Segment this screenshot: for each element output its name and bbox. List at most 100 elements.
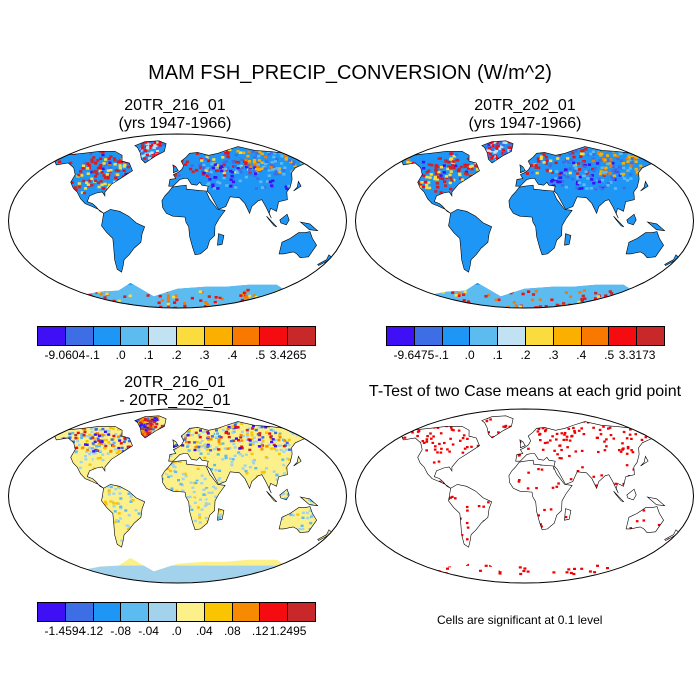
- data-cell: [266, 435, 270, 439]
- data-cell: [275, 449, 279, 452]
- coastline: [640, 180, 649, 192]
- data-cell: [198, 521, 202, 524]
- data-cell: [215, 442, 219, 445]
- significant-cell: [568, 454, 571, 458]
- data-cell: [240, 422, 244, 425]
- data-cell: [422, 166, 426, 170]
- colorbar-swatch: [149, 327, 177, 345]
- data-cell: [279, 466, 283, 469]
- data-cell: [148, 140, 152, 144]
- data-cell: [562, 160, 566, 164]
- data-cell: [205, 303, 210, 306]
- data-cell: [222, 475, 226, 478]
- data-cell: [306, 516, 310, 520]
- data-cell: [320, 545, 324, 548]
- data-cell: [156, 147, 160, 150]
- panel-3-map: [7, 408, 348, 584]
- panel-3-title-line2: - 20TR_202_01: [119, 392, 231, 409]
- panel-2-title-line2: (yrs 1947-1966): [468, 115, 582, 132]
- colorbar-swatch: [232, 603, 261, 621]
- data-cell: [598, 159, 602, 162]
- data-cell: [435, 178, 439, 181]
- data-cell: [605, 154, 609, 157]
- data-cell: [253, 166, 257, 169]
- significant-cell: [551, 435, 554, 438]
- data-cell: [125, 524, 129, 527]
- data-cell: [89, 437, 93, 440]
- data-cell: [122, 527, 126, 531]
- data-cell: [138, 424, 142, 428]
- data-cell: [245, 433, 249, 436]
- data-cell: [203, 446, 207, 449]
- data-cell: [109, 426, 113, 430]
- significant-cell: [539, 439, 542, 442]
- data-cell: [263, 185, 267, 189]
- data-cell: [170, 487, 174, 490]
- data-cell: [316, 550, 320, 554]
- data-cell: [212, 158, 216, 161]
- data-cell: [439, 191, 443, 194]
- data-cell: [283, 439, 287, 442]
- data-cell: [268, 301, 272, 304]
- data-cell: [581, 152, 585, 156]
- data-cell: [120, 446, 124, 450]
- data-cell: [212, 187, 216, 190]
- data-cell: [609, 302, 614, 305]
- data-cell: [89, 435, 93, 438]
- data-cell: [101, 150, 105, 154]
- data-cell: [224, 160, 228, 163]
- data-cell: [117, 446, 121, 450]
- significant-cell: [535, 487, 538, 490]
- data-cell: [144, 425, 147, 428]
- coastline: [101, 484, 146, 548]
- data-cell: [282, 472, 286, 475]
- data-cell: [113, 520, 117, 524]
- significant-cell: [569, 478, 573, 481]
- data-cell: [117, 438, 121, 441]
- data-cell: [430, 163, 434, 167]
- data-cell: [278, 436, 282, 439]
- data-cell: [73, 186, 77, 189]
- data-cell: [227, 156, 231, 160]
- data-cell: [234, 425, 238, 429]
- data-cell: [101, 433, 105, 437]
- data-cell: [112, 157, 117, 160]
- data-cell: [630, 157, 634, 160]
- data-cell: [247, 150, 251, 154]
- significant-cell: [563, 433, 566, 436]
- data-cell: [226, 152, 230, 155]
- data-cell: [105, 292, 109, 296]
- data-cell: [77, 185, 81, 189]
- data-cell: [184, 163, 188, 166]
- data-cell: [186, 496, 190, 499]
- coastline: [515, 421, 659, 494]
- data-cell: [608, 290, 612, 293]
- data-cell: [103, 446, 106, 449]
- significant-cell: [527, 447, 530, 450]
- data-cell: [252, 440, 256, 443]
- data-cell: [106, 176, 110, 180]
- data-cell: [640, 289, 644, 292]
- data-cell: [145, 423, 149, 426]
- data-cell: [618, 174, 622, 177]
- data-cell: [252, 436, 256, 439]
- data-cell: [126, 528, 130, 531]
- data-cell: [187, 449, 191, 452]
- data-cell: [218, 477, 222, 480]
- data-cell: [146, 432, 150, 435]
- data-cell: [99, 180, 103, 183]
- data-cell: [60, 437, 64, 440]
- significant-cell: [608, 426, 612, 429]
- data-cell: [90, 447, 94, 450]
- data-cell: [93, 175, 98, 178]
- data-cell: [270, 168, 274, 172]
- data-cell: [102, 494, 106, 497]
- data-cell: [273, 160, 277, 163]
- data-cell: [271, 438, 275, 441]
- data-cell: [284, 289, 288, 292]
- significant-cell: [564, 516, 568, 519]
- data-cell: [200, 474, 204, 477]
- data-cell: [279, 448, 283, 452]
- data-cell: [226, 447, 230, 450]
- data-cell: [496, 142, 500, 145]
